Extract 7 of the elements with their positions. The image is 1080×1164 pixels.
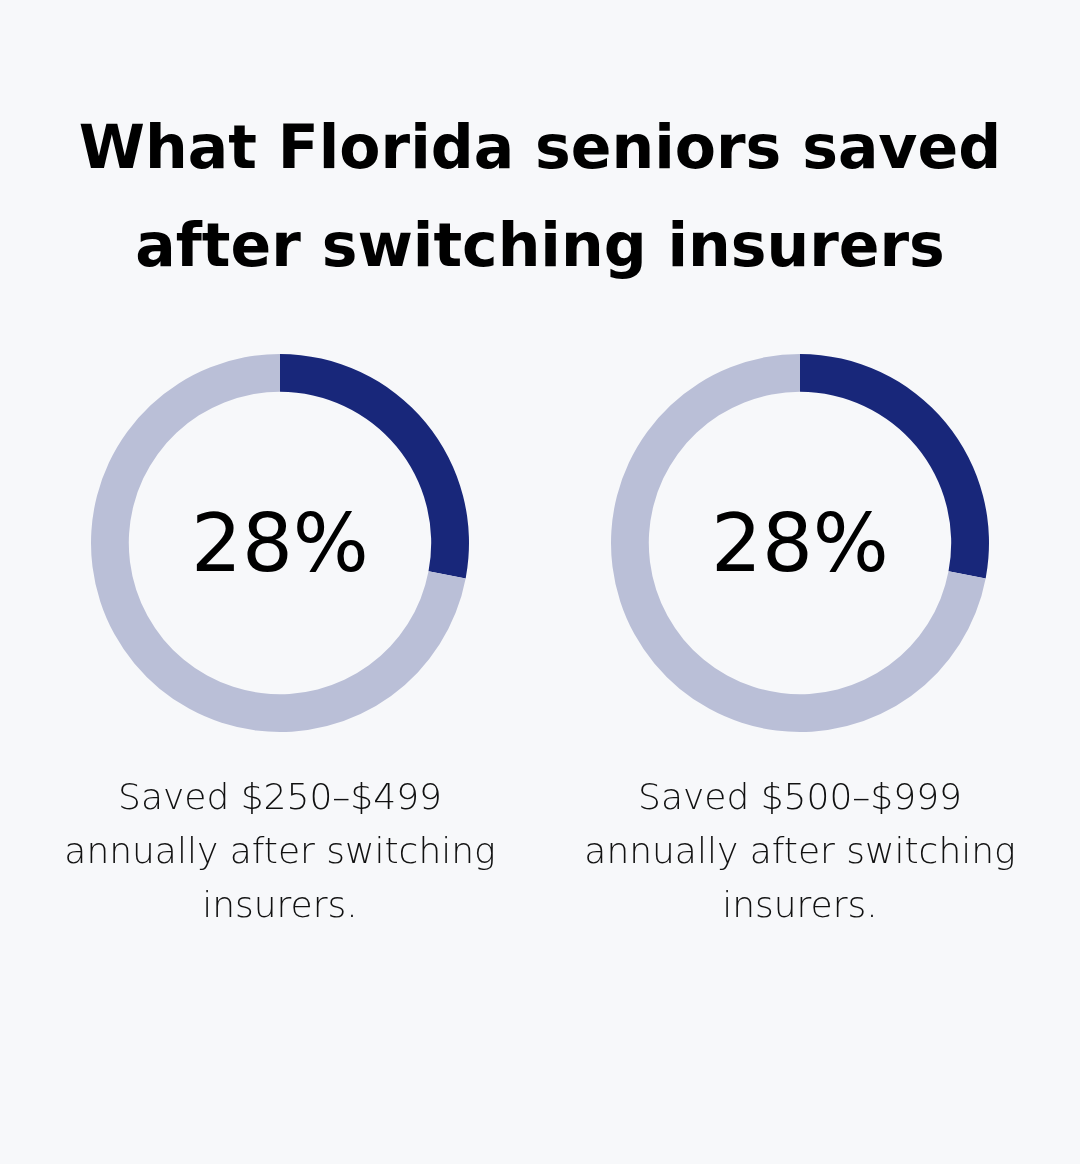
text: 28% — [711, 497, 889, 590]
text: Saved $250–$499 annually after switching insurers. — [63, 775, 497, 927]
text: 28% — [191, 497, 369, 590]
donut-slice — [611, 354, 986, 732]
donut-slice — [91, 354, 466, 732]
chart-title: What Florida seniors saved after switching insurers — [77, 111, 1003, 282]
text: Saved $500–$999 annually after switching insurers. — [583, 775, 1017, 927]
